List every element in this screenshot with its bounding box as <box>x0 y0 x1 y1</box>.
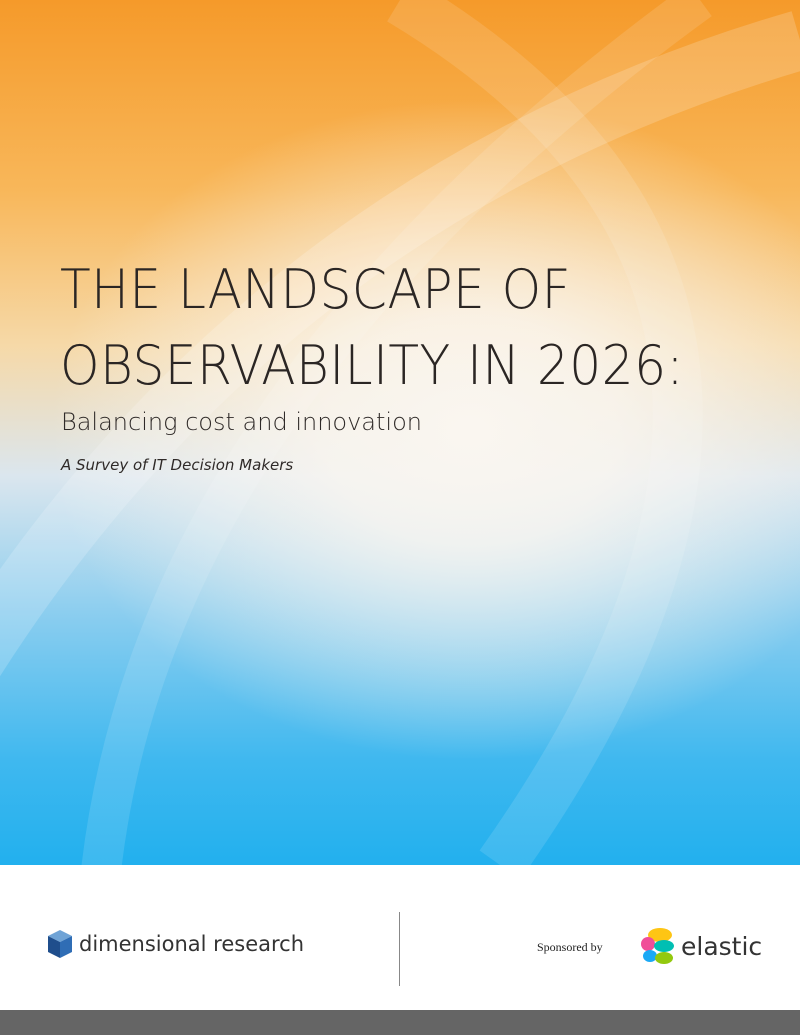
footer: dimensional research Sponsored by elasti… <box>0 865 800 1010</box>
title-line: THE LANDSCAPE OF <box>60 258 571 321</box>
decor <box>0 0 800 865</box>
bottom-bar <box>0 1010 800 1035</box>
subtitle: Balancing cost and innovation <box>61 408 422 436</box>
sponsor-logo: elastic <box>640 927 762 965</box>
sponsor-name: elastic <box>681 931 763 961</box>
cover-art: THE LANDSCAPE OF OBSERVABILITY IN 2026: … <box>0 0 800 865</box>
swoosh <box>387 0 703 865</box>
publisher-name: dimensional research <box>79 932 305 956</box>
title-line: OBSERVABILITY IN 2026: <box>60 334 684 397</box>
cube-icon <box>48 930 72 958</box>
elastic-icon <box>641 928 674 964</box>
swoosh <box>81 0 712 865</box>
divider <box>399 912 400 986</box>
publisher-logo: dimensional research <box>47 929 304 959</box>
sponsored-label: Sponsored by <box>537 940 603 954</box>
tagline: A Survey of IT Decision Makers <box>61 456 294 474</box>
swoosh <box>0 11 800 677</box>
